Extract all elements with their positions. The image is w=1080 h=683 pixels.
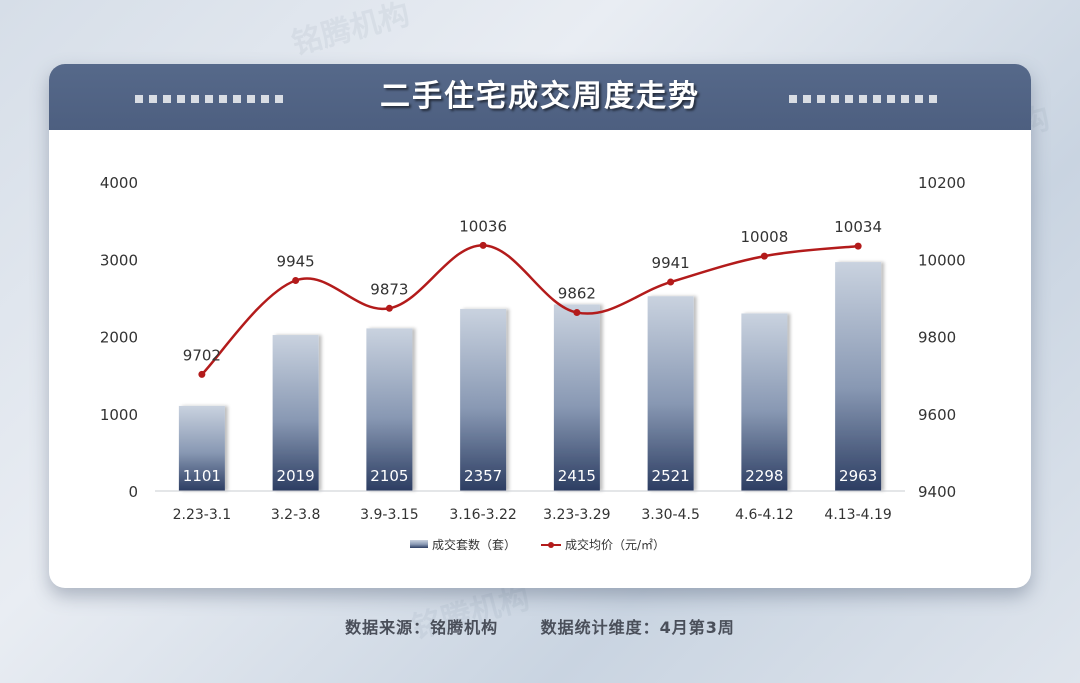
price-point bbox=[385, 304, 393, 312]
data-source: 数据来源：铭腾机构 bbox=[345, 618, 499, 637]
decorative-dots-left bbox=[135, 95, 283, 103]
bar-value-label: 2521 bbox=[652, 467, 690, 485]
y-right-tick-label: 10200 bbox=[918, 174, 966, 192]
bar bbox=[460, 308, 507, 491]
bar bbox=[272, 335, 319, 491]
footer: 数据来源：铭腾机构 数据统计维度：4月第3周 bbox=[0, 614, 1080, 638]
bar-value-label: 2357 bbox=[464, 467, 502, 485]
bar-value-label: 2019 bbox=[277, 467, 315, 485]
bar-value-label: 1101 bbox=[183, 467, 221, 485]
legend-label-line: 成交均价（元/㎡） bbox=[565, 537, 665, 552]
x-tick-label: 3.16-3.22 bbox=[449, 507, 516, 523]
price-value-label: 10034 bbox=[834, 218, 882, 236]
x-tick-label: 3.23-3.29 bbox=[543, 507, 610, 523]
y-right-tick-label: 9400 bbox=[918, 483, 956, 501]
title-banner: 二手住宅成交周度走势 bbox=[49, 64, 1031, 130]
y-right-tick-label: 9800 bbox=[918, 329, 956, 347]
y-left-tick-label: 1000 bbox=[100, 406, 138, 424]
bar-value-label: 2105 bbox=[370, 467, 408, 485]
price-point bbox=[198, 370, 206, 378]
price-value-label: 10008 bbox=[741, 228, 789, 246]
bar-value-label: 2963 bbox=[839, 467, 877, 485]
bar bbox=[835, 262, 882, 491]
bar bbox=[178, 405, 225, 491]
price-value-label: 9873 bbox=[370, 280, 408, 298]
data-dimension: 数据统计维度：4月第3周 bbox=[540, 618, 735, 637]
bar bbox=[647, 296, 694, 491]
price-value-label: 9862 bbox=[558, 285, 596, 303]
price-value-label: 9941 bbox=[652, 254, 690, 272]
price-value-label: 10036 bbox=[459, 217, 507, 235]
bar bbox=[741, 313, 788, 491]
y-left-tick-label: 0 bbox=[128, 483, 138, 501]
x-tick-label: 3.30-4.5 bbox=[641, 507, 700, 523]
price-point bbox=[573, 309, 581, 317]
y-left-tick-label: 2000 bbox=[100, 329, 138, 347]
x-tick-label: 4.13-4.19 bbox=[824, 507, 891, 523]
legend-label-bar: 成交套数（套） bbox=[432, 537, 516, 552]
x-tick-label: 4.6-4.12 bbox=[735, 507, 794, 523]
y-right-tick-label: 9600 bbox=[918, 406, 956, 424]
price-point bbox=[479, 241, 487, 249]
x-tick-label: 2.23-3.1 bbox=[173, 507, 232, 523]
price-line bbox=[200, 244, 859, 376]
bar bbox=[553, 304, 600, 491]
x-tick-label: 3.9-3.15 bbox=[360, 507, 419, 523]
legend-swatch-bar bbox=[410, 540, 428, 548]
bar-value-label: 2415 bbox=[558, 467, 596, 485]
y-left-tick-label: 4000 bbox=[100, 174, 138, 192]
price-point bbox=[292, 276, 300, 284]
x-tick-label: 3.2-3.8 bbox=[271, 507, 321, 523]
price-value-label: 9702 bbox=[183, 346, 221, 364]
price-value-label: 9945 bbox=[277, 252, 315, 270]
bar bbox=[366, 328, 413, 491]
price-point bbox=[854, 242, 862, 250]
price-point bbox=[760, 252, 768, 260]
y-left-tick-label: 3000 bbox=[100, 251, 138, 269]
price-point bbox=[667, 278, 675, 286]
legend-swatch-point bbox=[548, 542, 554, 548]
decorative-dots-right bbox=[789, 95, 937, 103]
bar-value-label: 2298 bbox=[745, 467, 783, 485]
chart-title: 二手住宅成交周度走势 bbox=[380, 79, 700, 114]
y-right-tick-label: 10000 bbox=[918, 251, 966, 269]
